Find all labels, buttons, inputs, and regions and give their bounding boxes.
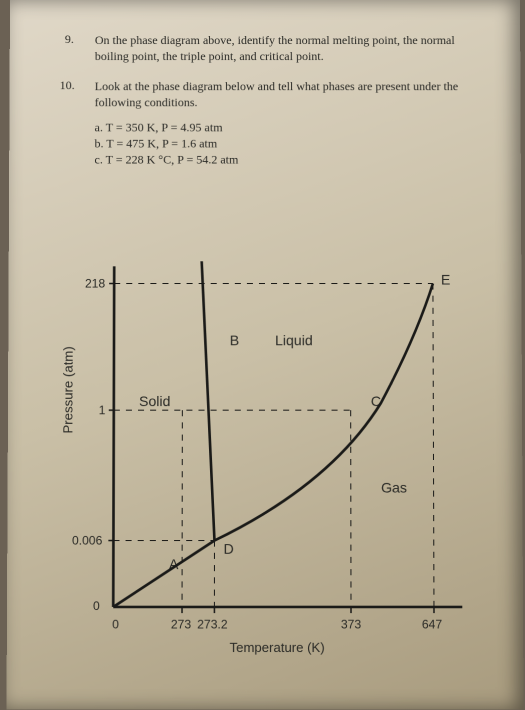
phase-diagram: Pressure (atm) Temperature (K) 0 0.006 1… [78,261,473,668]
y-axis-label: Pressure (atm) [60,346,75,433]
q9-number: 9. [65,32,74,47]
worksheet-page: 9. On the phase diagram above, identify … [6,0,523,710]
q10-text: Look at the phase diagram below and tell… [95,78,496,110]
q10-sub-c: c. T = 228 K °C, P = 54.2 atm [94,150,238,168]
phase-diagram-svg [78,261,473,668]
q10-number: 10. [60,78,75,93]
q9-text: On the phase diagram above, identify the… [95,32,490,64]
